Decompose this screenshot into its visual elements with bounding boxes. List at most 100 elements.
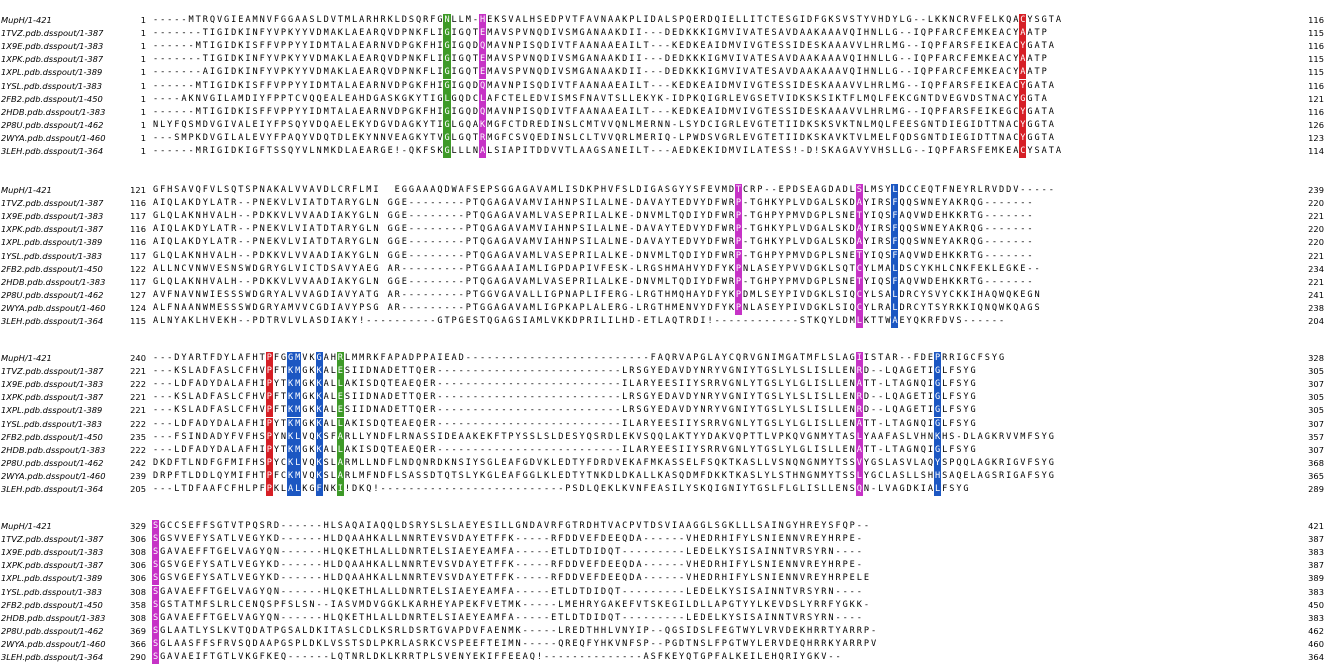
alignment-row: 1XPL.pdb.dsspout/1-389 1 - - - - - - - A I G I D K I N F Y… <box>0 66 1333 80</box>
alignment-row: 1YSL.pdb.dsspout/1-383 117 G L Q L A K N H V A L H - - P… <box>0 249 1333 263</box>
alignment-row: 2P8U.pdb.dsspout/1-462 127 A V F N A V N W I E S S S W D… <box>0 288 1333 302</box>
end-position: 450 <box>1308 599 1324 610</box>
sequence-name: 2FB2.pdb.dsspout/1-450 <box>1 431 103 442</box>
start-position: 1 <box>140 15 146 25</box>
end-position: 115 <box>1308 54 1324 65</box>
start-position: 239 <box>130 470 146 481</box>
end-position: 221 <box>1308 250 1324 261</box>
alignment-row: 2FB2.pdb.dsspout/1-450 1 - - - - A K N V G I L A M D I Y F… <box>0 92 1333 106</box>
end-position: 126 <box>1308 119 1324 130</box>
alignment-row: 2WYA.pdb.dsspout/1-460 1 - - - S M P K D V G I L A L E V Y… <box>0 131 1333 145</box>
sequence-name: 2HDB.pdb.dsspout/1-383 <box>1 106 106 117</box>
end-position: 307 <box>1308 418 1324 429</box>
alignment-row: 1XPL.pdb.dsspout/1-389 306 S G S V G E F Y S A T L V E G… <box>0 572 1333 586</box>
start-position: 290 <box>130 652 146 662</box>
end-position: 123 <box>1308 132 1324 143</box>
sequence-name: 1X9E.pdb.dsspout/1-383 <box>1 547 104 558</box>
start-position: 308 <box>130 547 146 558</box>
alignment-row: 2P8U.pdb.dsspout/1-462 369 S G L A A T L Y S L K V T Q D… <box>0 624 1333 638</box>
alignment-row: 1XPK.pdb.dsspout/1-387 1 - - - - - - - T I G I D K I N F Y… <box>0 53 1333 67</box>
sequence-name: 3LEH.pdb.dsspout/1-364 <box>1 652 104 662</box>
end-position: 387 <box>1308 534 1324 545</box>
sequence-name: 1TVZ.pdb.dsspout/1-387 <box>1 534 104 545</box>
sequence-name: 1XPK.pdb.dsspout/1-387 <box>1 392 104 403</box>
end-position: 221 <box>1308 211 1324 222</box>
start-position: 1 <box>140 54 146 65</box>
sequence-name: 1YSL.pdb.dsspout/1-383 <box>1 250 102 261</box>
end-position: 204 <box>1308 316 1324 326</box>
start-position: 306 <box>130 534 146 545</box>
alignment-row: 1X9E.pdb.dsspout/1-383 117 G L Q L A K N H V A L H - - P… <box>0 210 1333 224</box>
alignment-row: 2HDB.pdb.dsspout/1-383 1 - - - - - - M T I G I D K I S F F… <box>0 105 1333 119</box>
end-position: 383 <box>1308 586 1324 597</box>
sequence-name: 1YSL.pdb.dsspout/1-383 <box>1 586 102 597</box>
end-position: 220 <box>1308 237 1324 248</box>
start-position: 116 <box>130 198 146 209</box>
start-position: 240 <box>130 353 146 363</box>
start-position: 1 <box>140 41 146 52</box>
alignment-row: 2WYA.pdb.dsspout/1-460 124 A L F N A A N W M E S S S W D… <box>0 301 1333 315</box>
end-position: 307 <box>1308 444 1324 455</box>
sequence-name: 2FB2.pdb.dsspout/1-450 <box>1 599 103 610</box>
sequence-name: 2WYA.pdb.dsspout/1-460 <box>1 302 106 313</box>
sequence-name: 2P8U.pdb.dsspout/1-462 <box>1 625 104 636</box>
sequence-name: 1XPK.pdb.dsspout/1-387 <box>1 560 104 571</box>
alignment-row: 1YSL.pdb.dsspout/1-383 308 S G A V A E F F T G E L V A G… <box>0 585 1333 599</box>
alignment-row: 2HDB.pdb.dsspout/1-383 117 G L Q L A K N H V A L H - - P… <box>0 275 1333 289</box>
sequence-name: MupH/1-421 <box>1 15 52 25</box>
alignment-row: 2FB2.pdb.dsspout/1-450 122 A L L N C V N W V E S N S W D… <box>0 262 1333 276</box>
start-position: 1 <box>140 106 146 117</box>
alignment-row: 3LEH.pdb.dsspout/1-364 115 A L N Y A K L H V E K H - - P… <box>0 315 1333 328</box>
end-position: 305 <box>1308 392 1324 403</box>
sequence-name: 2FB2.pdb.dsspout/1-450 <box>1 263 103 274</box>
end-position: 115 <box>1308 28 1324 39</box>
alignment-row: MupH/1-421 240 - - - D Y A R T F D Y L A F H T P F G G M V K G A H R… <box>0 352 1333 365</box>
end-position: 239 <box>1308 185 1324 195</box>
sequence-name: 1XPL.pdb.dsspout/1-389 <box>1 573 103 584</box>
start-position: 1 <box>140 67 146 78</box>
alignment-row: 2FB2.pdb.dsspout/1-450 358 S G S T A T M F S L R L C E N… <box>0 598 1333 612</box>
alignment-row: 2HDB.pdb.dsspout/1-383 222 - - - L D F A D Y D A L A F H… <box>0 443 1333 457</box>
start-position: 117 <box>130 211 146 222</box>
alignment-row: 1TVZ.pdb.dsspout/1-387 116 A I Q L A K D Y L A T R - - P… <box>0 197 1333 211</box>
start-position: 1 <box>140 119 146 130</box>
sequence-name: 2FB2.pdb.dsspout/1-450 <box>1 93 103 104</box>
start-position: 369 <box>130 625 146 636</box>
alignment-row: 3LEH.pdb.dsspout/1-364 205 - - - L T D F A A F C F H L P… <box>0 483 1333 496</box>
start-position: 358 <box>130 599 146 610</box>
end-position: 289 <box>1308 484 1324 494</box>
alignment-row: MupH/1-421 1 - - - - - M T R Q V G I E A M N V F G G A A S L D V T M L… <box>0 14 1333 27</box>
end-position: 116 <box>1308 41 1324 52</box>
start-position: 221 <box>130 405 146 416</box>
start-position: 1 <box>140 28 146 39</box>
end-position: 460 <box>1308 638 1324 649</box>
sequence-name: 3LEH.pdb.dsspout/1-364 <box>1 146 104 156</box>
start-position: 127 <box>130 289 146 300</box>
end-position: 365 <box>1308 470 1324 481</box>
end-position: 328 <box>1308 353 1324 363</box>
end-position: 305 <box>1308 405 1324 416</box>
sequence-name: 1YSL.pdb.dsspout/1-383 <box>1 418 102 429</box>
start-position: 124 <box>130 302 146 313</box>
sequence-residues: - - - - - - M R I G I D K I G F T S S Q Y V L N M K D L A E A R G E! - Q K F S… <box>152 145 1062 158</box>
start-position: 121 <box>130 185 146 195</box>
